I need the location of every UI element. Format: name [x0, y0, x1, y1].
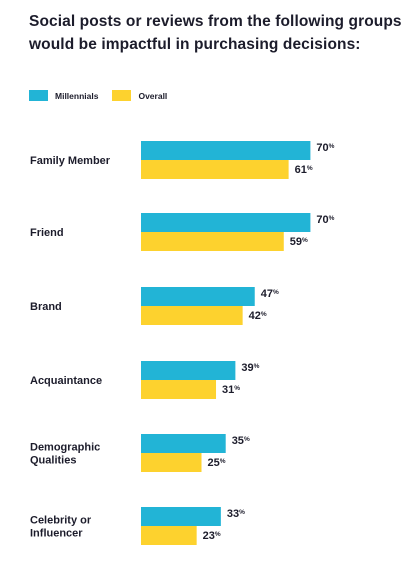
- bar-overall-celebrity-or-influencer: [141, 526, 197, 545]
- legend-item-overall: Overall: [112, 90, 167, 101]
- category-label-friend: Friend: [30, 227, 64, 239]
- value-label-overall-brand: 42%: [249, 310, 267, 322]
- category-label-celebrity-or-influencer: Celebrity or Influencer: [30, 515, 92, 540]
- value-label-overall-friend: 59%: [290, 236, 308, 248]
- category-label-family-member: Family Member: [30, 155, 111, 167]
- bar-millennials-acquaintance: [141, 361, 236, 380]
- bar-overall-acquaintance: [141, 380, 217, 399]
- value-label-millennials-celebrity-or-influencer: 33%: [227, 508, 245, 520]
- chart-title: Social posts or reviews from the followi…: [29, 13, 402, 53]
- bar-millennials-demographic-qualities: [141, 434, 226, 453]
- value-label-millennials-demographic-qualities: 35%: [232, 435, 250, 447]
- legend-swatch-millennials: [29, 90, 48, 101]
- bar-overall-friend: [141, 232, 284, 251]
- legend-label-millennials: Millennials: [55, 90, 99, 101]
- value-label-overall-demographic-qualities: 25%: [208, 457, 226, 469]
- category-label-brand: Brand: [30, 301, 62, 313]
- bar-millennials-family-member: [141, 141, 311, 160]
- bar-millennials-brand: [141, 287, 255, 306]
- value-label-millennials-acquaintance: 39%: [241, 362, 259, 374]
- legend-label-overall: Overall: [138, 90, 168, 101]
- category-label-demographic-qualities: Demographic Qualities: [30, 442, 100, 467]
- bar-overall-brand: [141, 306, 243, 325]
- value-label-overall-acquaintance: 31%: [222, 384, 240, 396]
- value-label-overall-family-member: 61%: [295, 164, 313, 176]
- category-label-acquaintance: Acquaintance: [30, 375, 102, 387]
- value-label-millennials-family-member: 70%: [316, 142, 334, 154]
- legend-swatch-overall: [112, 90, 132, 101]
- bar-millennials-celebrity-or-influencer: [141, 507, 221, 526]
- bar-millennials-friend: [141, 213, 311, 232]
- value-label-millennials-friend: 70%: [316, 214, 334, 226]
- legend-item-millennials: Millennials: [29, 90, 98, 101]
- value-label-overall-celebrity-or-influencer: 23%: [203, 530, 221, 542]
- bar-overall-demographic-qualities: [141, 453, 202, 472]
- bar-overall-family-member: [141, 160, 289, 179]
- value-label-millennials-brand: 47%: [261, 288, 279, 300]
- chart-legend: Millennials Overall: [29, 90, 167, 101]
